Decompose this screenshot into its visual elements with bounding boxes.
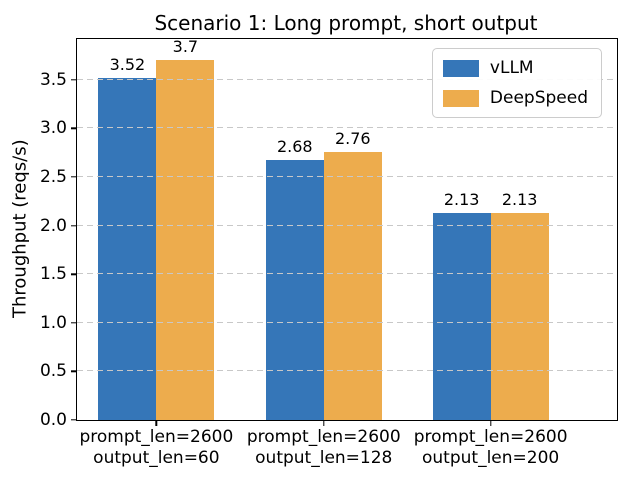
y-tick-label: 0.5: [39, 361, 67, 382]
gridline-y-1: [77, 321, 617, 323]
bar-vllm-2: [432, 212, 491, 420]
bar-vllm-1: [265, 159, 324, 420]
bar-value-label: 2.13: [443, 189, 480, 209]
y-tick-label: 2.5: [39, 167, 67, 187]
x-tick-label-2: prompt_len=2600 output_len=200: [413, 427, 568, 469]
gridline-y-3.5: [77, 78, 617, 80]
x-tick-mark: [489, 421, 492, 426]
chart-title: Scenario 1: Long prompt, short output: [154, 11, 538, 35]
bar-deepspeed-0: [156, 60, 215, 420]
y-tick-label: 0.0: [39, 410, 67, 430]
legend-label-deepspeed: DeepSpeed: [489, 88, 588, 108]
y-tick-label: 1.0: [39, 312, 67, 333]
legend: vLLM DeepSpeed: [431, 48, 602, 118]
y-tick-mark: [71, 224, 76, 227]
y-tick-label: 3.5: [39, 69, 67, 90]
y-tick-mark: [71, 176, 76, 178]
plot-area: vLLM DeepSpeed 0.0 0.5 1.0 1.5 2.0 2.5 3.0 3.5 3…: [40, 37, 618, 468]
bar-value-label: 2.76: [334, 128, 371, 148]
vllm-color-swatch: [442, 59, 479, 77]
y-tick-mark: [71, 370, 76, 373]
gridline-y-3: [77, 127, 617, 129]
bar-vllm-0: [98, 77, 157, 420]
bar-value-label: 2.13: [501, 189, 538, 209]
x-tick-mark: [155, 421, 158, 426]
gridline-y-1.5: [77, 273, 617, 275]
legend-item-deepspeed: DeepSpeed: [442, 88, 588, 108]
bar-value-label: 2.68: [276, 136, 313, 156]
y-tick-label: 1.5: [39, 264, 67, 285]
deepspeed-color-swatch: [442, 89, 479, 107]
bar-value-label: 3.7: [172, 37, 199, 57]
legend-item-vllm: vLLM: [442, 58, 588, 78]
y-tick-mark: [71, 273, 76, 275]
gridline-y-2.5: [77, 176, 617, 178]
x-tick-label-1: prompt_len=2600 output_len=128: [246, 427, 401, 469]
y-tick-label: 2.0: [39, 215, 67, 236]
y-tick-mark: [71, 419, 76, 421]
y-tick-mark: [71, 79, 76, 81]
y-tick-mark: [71, 322, 76, 324]
x-tick-label-0: prompt_len=2600 output_len=60: [79, 427, 234, 469]
y-tick-mark: [71, 127, 76, 130]
legend-label-vllm: vLLM: [489, 58, 534, 78]
bar-value-label: 3.52: [109, 54, 146, 74]
y-axis-label: Throughput (reqs/s): [9, 139, 31, 318]
gridline-y-2: [77, 224, 617, 226]
bar-deepspeed-1: [323, 151, 382, 420]
gridline-y-0.5: [77, 370, 617, 372]
y-tick-label: 3.0: [39, 118, 67, 139]
x-tick-mark: [323, 421, 325, 426]
bar-deepspeed-2: [490, 212, 549, 420]
